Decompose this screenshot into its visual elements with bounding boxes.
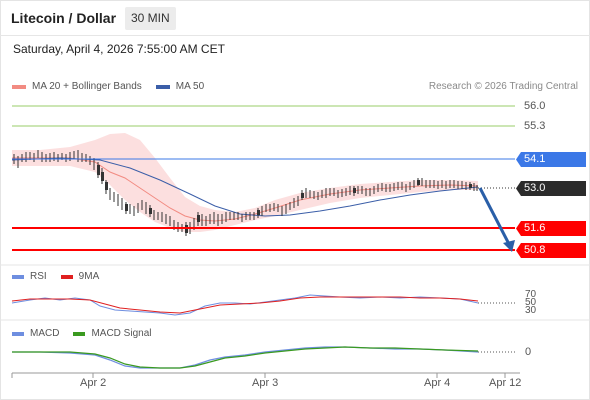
x-label-apr2: Apr 2 xyxy=(80,377,107,389)
macd-signal-label: MACD Signal xyxy=(91,328,152,339)
legend-item-bollinger: MA 20 + Bollinger Bands xyxy=(12,81,142,92)
bollinger-swatch xyxy=(12,84,26,89)
instrument-title: Litecoin / Dollar xyxy=(11,10,117,26)
level-tag-4: 51.6 xyxy=(516,221,586,236)
macd-zero-label: 0 xyxy=(525,346,532,358)
level-tag-5: 50.8 xyxy=(516,243,586,258)
level-tag-0: 56.0 xyxy=(524,100,546,112)
rsi-swatch xyxy=(12,274,24,279)
bollinger-label: MA 20 + Bollinger Bands xyxy=(32,81,142,92)
ma50-swatch xyxy=(155,84,170,89)
copyright-text: Research © 2026 Trading Central xyxy=(428,81,578,92)
level-tag-3: 53.0 xyxy=(516,181,586,196)
legend-item-rsi-ma: 9MA xyxy=(60,271,100,282)
rsi-ma-swatch xyxy=(60,274,73,279)
chart-header: Litecoin / Dollar 30 MIN xyxy=(0,0,590,36)
interval-button[interactable]: 30 MIN xyxy=(125,7,176,30)
rsi-legend: RSI 9MA xyxy=(12,271,113,282)
legend-item-rsi: RSI xyxy=(12,271,47,282)
legend-item-macd: MACD xyxy=(12,328,59,339)
rsi-level-30: 30 xyxy=(525,305,537,316)
bollinger-band xyxy=(12,133,478,232)
level-lines xyxy=(12,105,515,251)
ma20-line xyxy=(12,157,479,222)
rsi-line xyxy=(11,294,479,316)
rsi-label: RSI xyxy=(30,271,47,282)
ma50-line xyxy=(11,157,479,217)
x-label-apr12: Apr 12 xyxy=(489,377,522,389)
macd-signal-line xyxy=(12,346,479,369)
macd-legend: MACD MACD Signal xyxy=(12,328,165,339)
ma50-label: MA 50 xyxy=(175,81,205,92)
forecast-arrow xyxy=(478,187,512,247)
level-tag-2: 54.1 xyxy=(516,152,586,167)
rsi-level-50: 50 xyxy=(525,297,537,308)
macd-signal-swatch xyxy=(73,331,86,336)
legend-item-macd-signal: MACD Signal xyxy=(73,328,151,339)
forecast-arrowhead xyxy=(503,240,515,252)
legend-item-ma50: MA 50 xyxy=(155,81,205,92)
x-label-apr4: Apr 4 xyxy=(424,377,451,389)
macd-swatch xyxy=(12,331,24,336)
chart-datetime: Saturday, April 4, 2026 7:55:00 AM CET xyxy=(13,42,225,56)
level-tag-1: 55.3 xyxy=(524,120,546,132)
macd-label: MACD xyxy=(30,328,60,339)
rsi-ma-label: 9MA xyxy=(78,271,100,282)
main-legend: MA 20 + Bollinger Bands MA 50 xyxy=(12,81,218,92)
x-label-apr3: Apr 3 xyxy=(252,377,279,389)
rsi-ma-line xyxy=(11,296,479,314)
rsi-level-70: 70 xyxy=(525,289,537,300)
macd-line xyxy=(12,346,479,369)
